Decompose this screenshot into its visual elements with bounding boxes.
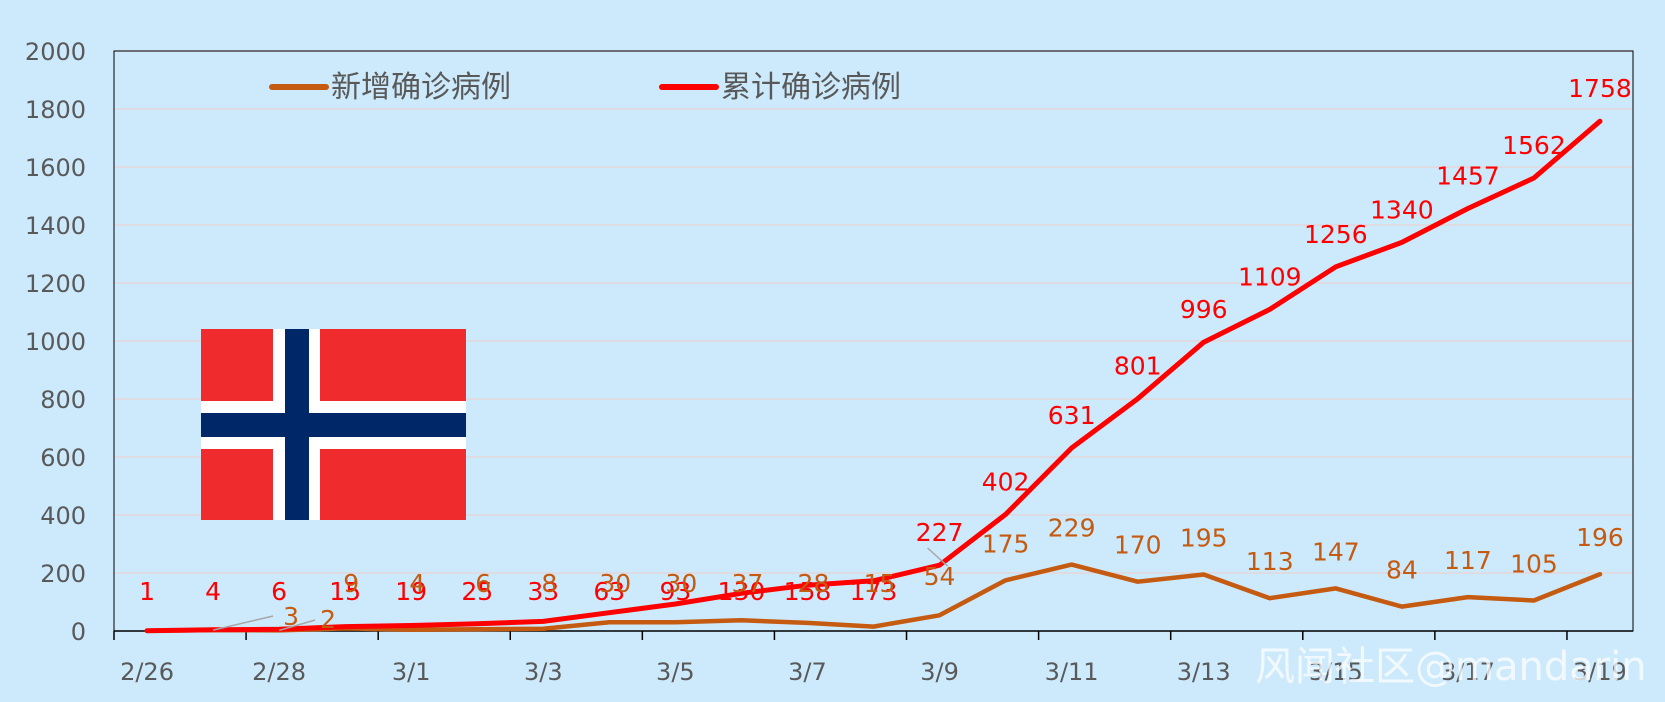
y-tick-label: 1800 xyxy=(25,96,86,124)
label-leader-line xyxy=(927,547,949,567)
series-layer xyxy=(144,118,1603,634)
y-tick-label: 0 xyxy=(71,618,86,646)
x-tick-label: 3/5 xyxy=(656,658,695,686)
legend-label-cumulative-cases: 累计确诊病例 xyxy=(721,70,901,105)
data-label-new-cases: 170 xyxy=(1114,531,1162,560)
label-leader-line xyxy=(278,619,316,632)
x-tick-label: 3/1 xyxy=(392,658,431,686)
data-label-new-cases: 147 xyxy=(1312,537,1360,566)
data-label-cumulative: 33 xyxy=(527,577,559,606)
data-label-cumulative: 1 xyxy=(139,577,155,606)
data-label-new-cases: 196 xyxy=(1576,523,1624,552)
x-tick-label: 3/11 xyxy=(1045,658,1099,686)
data-label-new-cases: 195 xyxy=(1180,523,1228,552)
data-label-cumulative: 1256 xyxy=(1304,220,1368,249)
data-label-cumulative: 63 xyxy=(593,577,625,606)
data-label-cumulative: 227 xyxy=(916,518,964,547)
data-label-cumulative: 1758 xyxy=(1568,74,1632,103)
data-label-new-cases: 117 xyxy=(1444,546,1492,575)
data-label-new-cases: 28 xyxy=(798,569,830,598)
series-line-new-cases xyxy=(144,562,1603,633)
x-tick-label: 3/7 xyxy=(788,658,827,686)
data-label-new-cases: 54 xyxy=(924,562,956,591)
data-label-new-cases: 15 xyxy=(864,569,896,598)
data-label-cumulative: 130 xyxy=(718,577,766,606)
data-label-cumulative: 93 xyxy=(659,577,691,606)
x-tick-label: 2/26 xyxy=(120,658,174,686)
data-label-new-cases: 8 xyxy=(541,569,557,598)
data-label-new-cases: 6 xyxy=(475,569,491,598)
watermark-text: 风闻社区@mandarin xyxy=(1255,644,1647,690)
data-label-new-cases: 229 xyxy=(1048,514,1096,543)
data-label-cumulative: 15 xyxy=(329,577,361,606)
data-label-new-cases: 175 xyxy=(982,529,1030,558)
data-label-cumulative: 1340 xyxy=(1370,195,1434,224)
y-tick-label: 200 xyxy=(40,560,86,588)
data-label-new-cases: 113 xyxy=(1246,547,1294,576)
y-tick-label: 2000 xyxy=(25,38,86,66)
x-tick-label: 2/28 xyxy=(252,658,306,686)
data-label-new-cases: 3 xyxy=(283,602,299,631)
data-label-cumulative: 1109 xyxy=(1238,262,1302,291)
norway-flag xyxy=(201,329,466,520)
data-label-new-cases: 4 xyxy=(409,569,425,598)
x-tick-label: 3/13 xyxy=(1177,658,1231,686)
data-label-new-cases: 30 xyxy=(665,569,697,598)
y-axis: 0 200 400 600 800 1000 1200 1400 1600 1800 2000 xyxy=(25,38,86,646)
data-label-cumulative: 158 xyxy=(784,577,832,606)
x-axis: 2/26 2/28 3/1 3/3 3/5 3/7 3/9 3/11 3/13 3/15 3/17 3… xyxy=(113,630,1633,686)
x-tick-label: 3/9 xyxy=(920,658,959,686)
data-label-cumulative: 1562 xyxy=(1502,131,1566,160)
series-line-cumulative-cases xyxy=(144,118,1603,634)
y-tick-label: 1600 xyxy=(25,154,86,182)
data-label-new-cases: 37 xyxy=(732,569,764,598)
data-label-new-cases: 30 xyxy=(599,569,631,598)
y-tick-label: 600 xyxy=(40,444,86,472)
x-tick-label: 3/19 xyxy=(1573,658,1627,686)
legend: 新增确诊病例 累计确诊病例 xyxy=(269,70,901,105)
data-label-cumulative: 25 xyxy=(461,577,493,606)
data-label-cumulative: 19 xyxy=(395,577,427,606)
data-label-new-cases: 84 xyxy=(1386,556,1418,585)
flag-cross-blue-horizontal xyxy=(201,413,466,437)
data-label-cumulative: 6 xyxy=(271,577,287,606)
x-tick-label: 3/17 xyxy=(1441,658,1495,686)
data-label-cumulative: 4 xyxy=(205,577,221,606)
data-label-cumulative: 173 xyxy=(850,577,898,606)
y-tick-label: 800 xyxy=(40,386,86,414)
data-label-cumulative: 996 xyxy=(1180,295,1228,324)
data-labels: 1 4 6 15 19 25 33 63 93 130 158 1732274026318019961… xyxy=(139,74,1632,634)
data-label-cumulative: 631 xyxy=(1048,401,1096,430)
x-tick-label: 3/3 xyxy=(524,658,563,686)
y-tick-label: 1400 xyxy=(25,212,86,240)
y-tick-label: 400 xyxy=(40,502,86,530)
data-label-cumulative: 801 xyxy=(1114,352,1162,381)
data-label-new-cases: 2 xyxy=(320,605,336,634)
legend-label-new-cases: 新增确诊病例 xyxy=(331,70,511,105)
y-tick-label: 1000 xyxy=(25,328,86,356)
data-label-cumulative: 1457 xyxy=(1436,161,1500,190)
label-leader-line xyxy=(212,615,274,631)
data-label-new-cases: 9 xyxy=(343,569,359,598)
data-label-cumulative: 402 xyxy=(982,467,1030,496)
data-label-new-cases: 105 xyxy=(1510,550,1558,579)
y-tick-label: 1200 xyxy=(25,270,86,298)
x-tick-label: 3/15 xyxy=(1309,658,1363,686)
